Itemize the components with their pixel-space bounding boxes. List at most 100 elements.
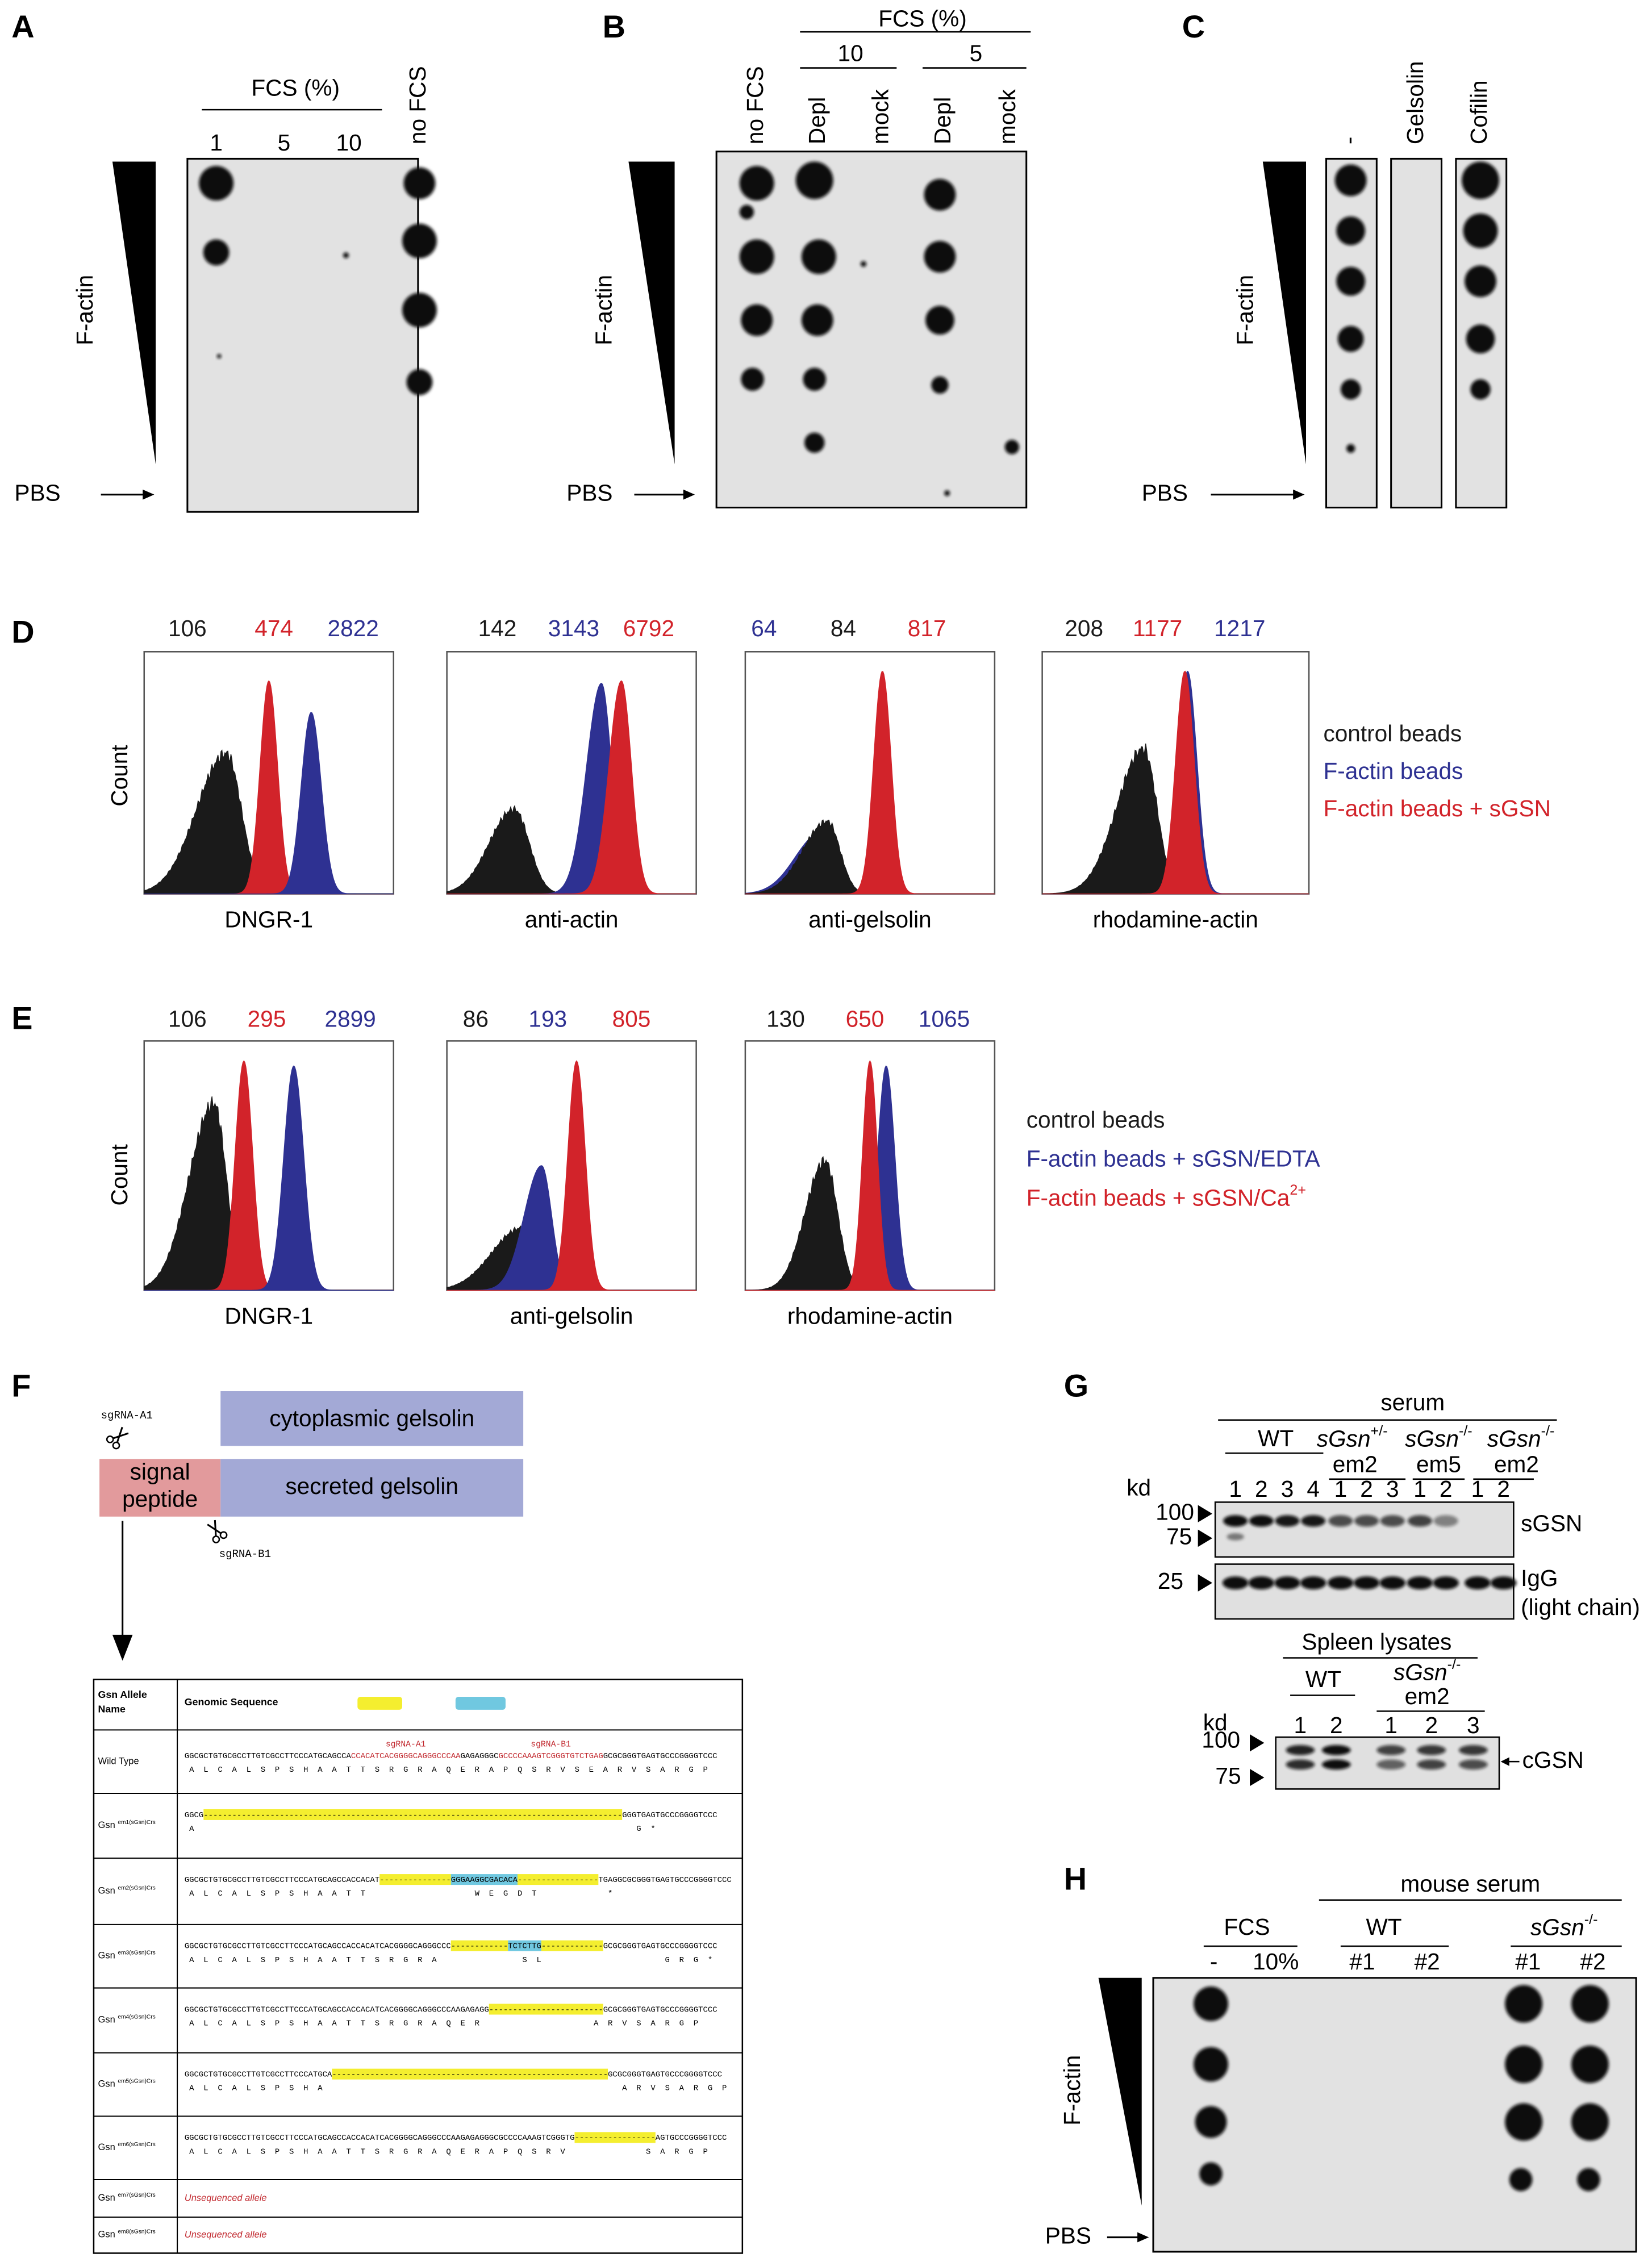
group-label-sup: -/- — [1447, 1656, 1461, 1672]
y-label: F-actin — [72, 275, 98, 345]
protein-sequence: A L C A L S P S H A A T T S R G R A Q E … — [189, 2019, 698, 2028]
sequence-segment: ------------------------ — [489, 2005, 603, 2014]
subgroup-label: em2 — [1333, 1451, 1378, 1478]
panel-label: H — [1064, 1861, 1087, 1897]
histogram-peak — [1042, 670, 1309, 895]
band — [1301, 1515, 1326, 1527]
lane-label: 2 — [1425, 1712, 1438, 1738]
blot-spot — [343, 252, 349, 258]
blot-spot — [1466, 324, 1495, 354]
group-label-base: sGsn — [1405, 1425, 1459, 1451]
marker-label: 25 — [1158, 1568, 1183, 1594]
mfi-value: 106 — [168, 615, 207, 641]
band — [1417, 1759, 1446, 1770]
histogram-peak — [447, 1060, 696, 1291]
blot-spot — [739, 205, 754, 220]
allele-name-sup: em2(sGsn)Crs — [118, 1885, 155, 1891]
band — [1353, 1576, 1380, 1589]
sequence-segment: GGCGCTGTGCGCCTTGTCGCCTTCCCATGCAGCCACCACA… — [185, 2134, 575, 2143]
marker-label: 75 — [1215, 1763, 1241, 1789]
band — [1222, 1576, 1249, 1589]
blot-spot — [1334, 164, 1367, 197]
panel-label: C — [1182, 9, 1205, 44]
allele-name-base: Gsn — [98, 1820, 118, 1830]
secreted-domain — [220, 1459, 524, 1517]
sequence-highlight — [450, 1874, 518, 1885]
key-highlight — [455, 1696, 506, 1710]
allele-name: Gsn em1(sGsn)Crs — [98, 1819, 156, 1831]
blot-spot — [860, 261, 867, 267]
sequence-highlight — [517, 1874, 599, 1885]
band — [1376, 1759, 1406, 1770]
blot-spot — [1337, 325, 1364, 352]
legend-entry-sup: 2+ — [1290, 1182, 1306, 1198]
band — [1286, 1759, 1315, 1770]
blot-spot — [739, 166, 774, 201]
protein-sequence: A L C A L S P S H A A T T S R G R A S L … — [189, 1956, 712, 1965]
blot-spot — [804, 432, 825, 453]
allele-name-sup: em4(sGsn)Crs — [118, 2014, 155, 2020]
kd-label: kd — [1203, 1709, 1228, 1735]
protein-sequence: A L C A L S P S H A A T T S R G R A Q E … — [189, 1766, 708, 1775]
mfi-value: 84 — [831, 615, 856, 641]
x-label: anti-actin — [525, 907, 619, 933]
blot-spot — [931, 376, 949, 394]
allele-name: Gsn em8(sGsn)Crs — [98, 2228, 156, 2240]
lane-label: 3 — [1386, 1476, 1399, 1502]
marker-arrowhead — [1198, 1574, 1213, 1592]
sequence-highlight — [541, 1940, 603, 1951]
band — [1407, 1576, 1433, 1589]
blot-spot — [741, 368, 764, 391]
arrow-head — [683, 489, 695, 500]
group-label: sGsn-/- — [1405, 1423, 1472, 1451]
allele-name-base: Gsn — [98, 2193, 118, 2203]
band — [1328, 1515, 1353, 1527]
arrow-head — [1500, 1757, 1509, 1766]
sequence-segment: GCGCGGGTGAGTGCCCGGGGTCCC — [603, 1942, 717, 1951]
blot-spot — [203, 239, 230, 266]
histogram-peak — [144, 712, 394, 895]
mfi-value: 142 — [478, 615, 517, 641]
panel-label: G — [1064, 1368, 1088, 1404]
group-label-base: sGsn — [1317, 1425, 1371, 1451]
band — [1417, 1745, 1446, 1755]
allele-name: Gsn em7(sGsn)Crs — [98, 2192, 156, 2203]
sequence-segment: GCCCCAAAGTCGGGTGTCTGAG — [498, 1752, 603, 1761]
band-label: IgG — [1521, 1565, 1558, 1591]
blot-spot — [1571, 1985, 1609, 2023]
lane-label: 2 — [1255, 1476, 1268, 1502]
lane-label: 1 — [1229, 1476, 1242, 1502]
sequence-highlight — [332, 2068, 608, 2080]
allele-name-base: Gsn — [98, 2230, 118, 2240]
lane-label: 3 — [1281, 1476, 1294, 1502]
sequence-segment: GGGTGAGTGCCCGGGGTCCC — [622, 1811, 717, 1820]
blot-spot — [1505, 2046, 1543, 2084]
sequence-highlight — [450, 1940, 508, 1951]
allele-name-sup: em5(sGsn)Crs — [118, 2078, 155, 2084]
blot-spot — [1004, 440, 1020, 454]
marker-arrowhead — [1250, 1768, 1265, 1787]
lane-label: mock — [994, 89, 1020, 144]
sequence-highlight — [379, 1874, 451, 1885]
lane-label: #1 — [1515, 1948, 1541, 1975]
blot-membrane — [186, 157, 419, 513]
lane-label: Depl — [804, 97, 830, 145]
scissors-blade — [207, 1520, 222, 1537]
allele-name-base: Gsn — [98, 1886, 118, 1896]
lane-label: 2 — [1497, 1476, 1510, 1502]
panel-label: D — [11, 614, 34, 650]
lane-label: 5 — [278, 130, 291, 156]
lane-label: 10% — [1253, 1948, 1299, 1975]
lane-label: 2 — [1360, 1476, 1373, 1502]
band — [1433, 1576, 1459, 1589]
band — [1458, 1745, 1488, 1755]
mfi-value: 1217 — [1214, 615, 1265, 641]
group-label-base: sGsn — [1530, 1914, 1584, 1940]
allele-name-base: Gsn — [98, 2015, 118, 2025]
blot-spot — [924, 241, 956, 273]
x-label: anti-gelsolin — [808, 907, 932, 933]
band — [1379, 1576, 1406, 1589]
blot-spot — [1571, 2046, 1609, 2084]
allele-name: Gsn em6(sGsn)Crs — [98, 2142, 156, 2153]
lane-label: 10 — [336, 130, 362, 156]
